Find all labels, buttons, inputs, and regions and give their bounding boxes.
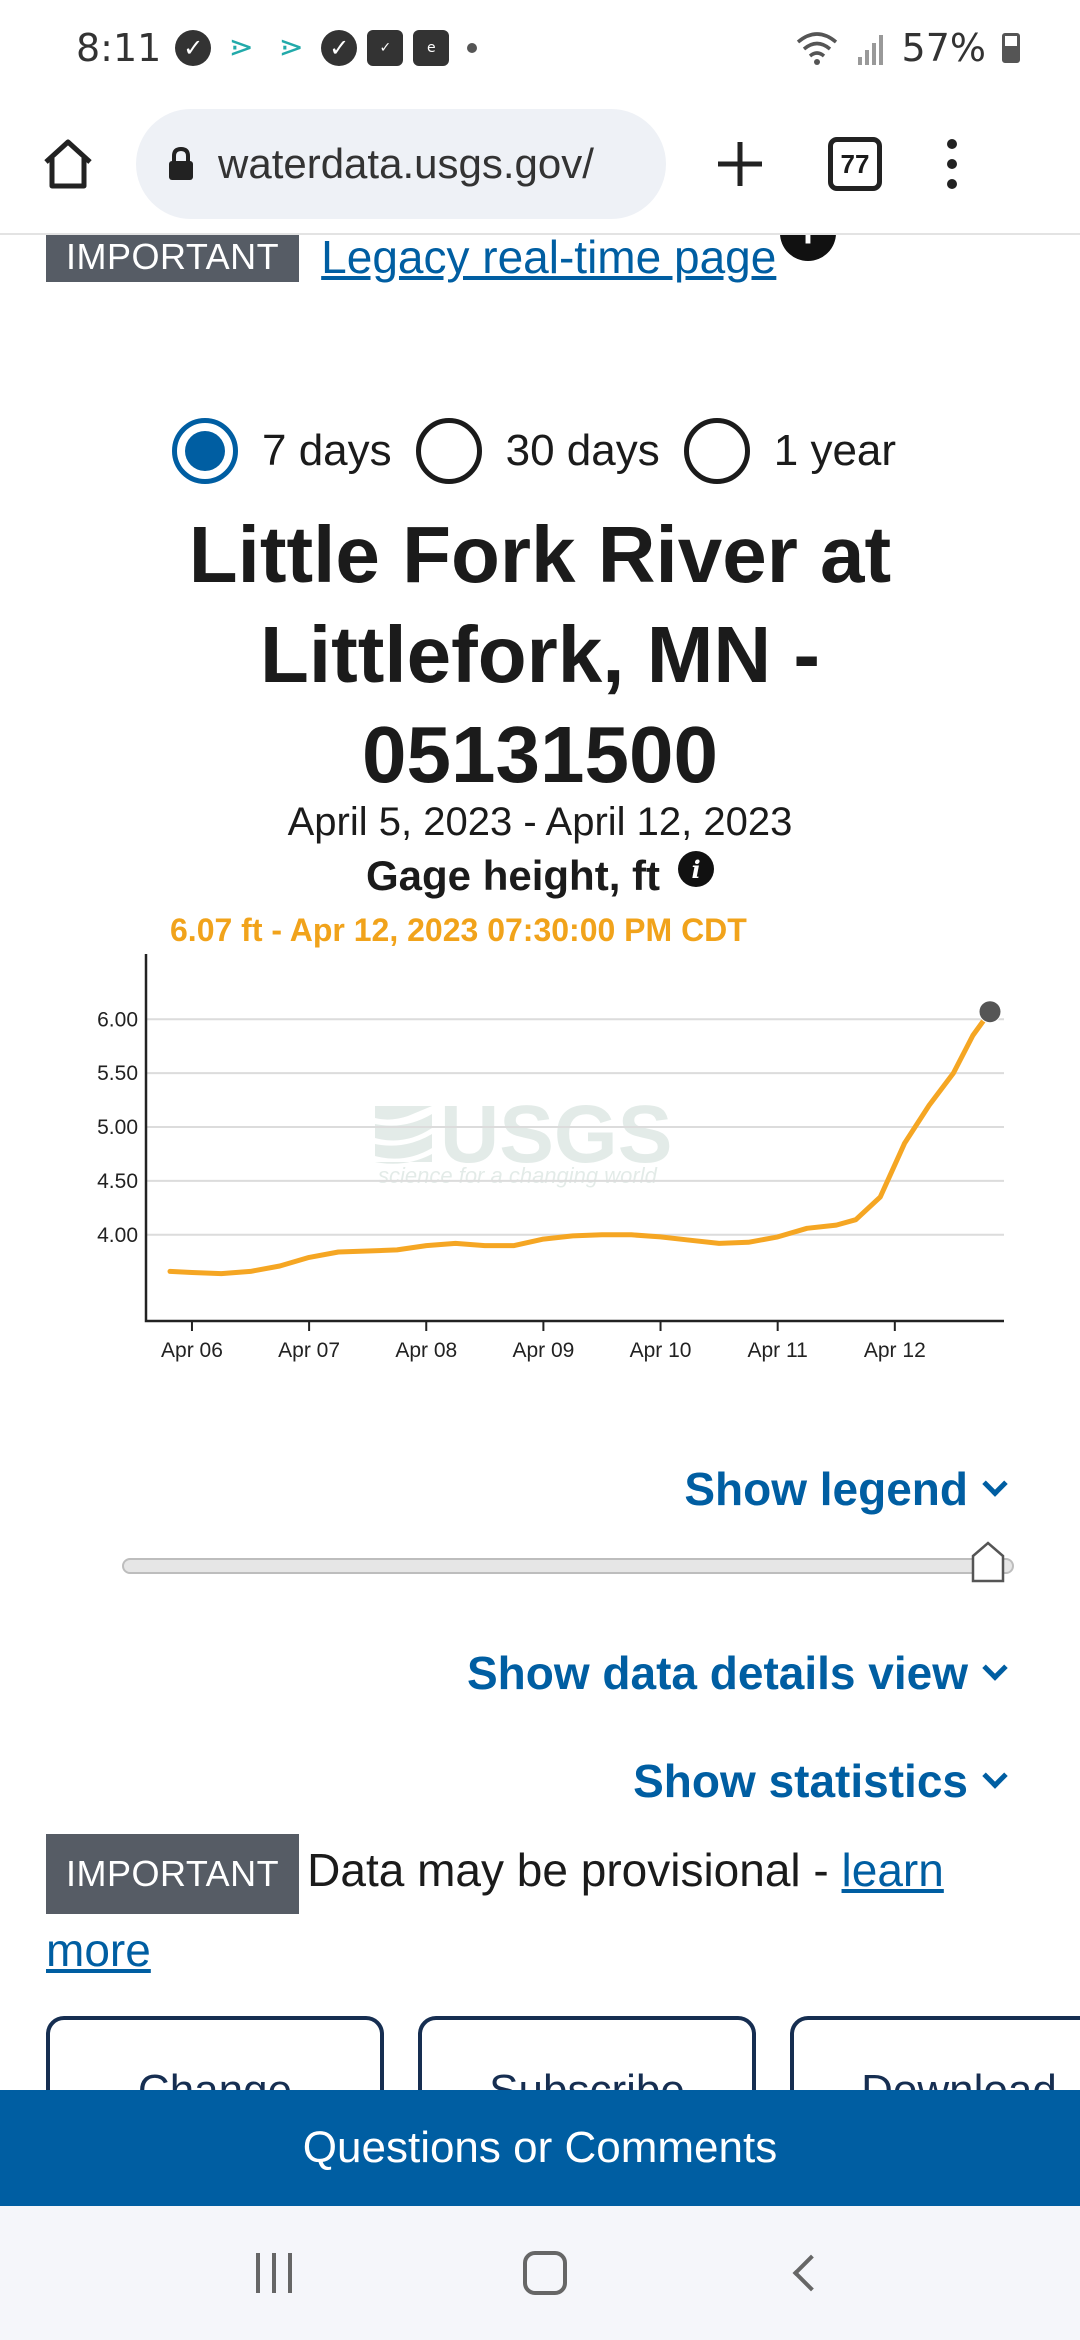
site-title-line: Little Fork River at [188,510,892,599]
status-right: 57% [794,26,1020,70]
latest-value-marker[interactable] [978,1000,1002,1024]
learn-more-link[interactable]: learn more [46,1844,944,1976]
status-time: 8:11 [76,25,162,70]
browser-toolbar: waterdata.usgs.gov/ 77 [0,95,1080,235]
change-button[interactable]: Change [46,2016,384,2096]
time-brush-slider[interactable] [122,1558,1014,1574]
ebay-icon: e [413,29,450,66]
watermark-name: USGS [440,1089,672,1180]
wifi-icon [796,31,837,65]
show-statistics-toggle[interactable]: Show statistics [633,1754,1008,1808]
x-tick-label: Apr 09 [512,1339,574,1362]
info-icon[interactable]: i [678,851,714,887]
usgs-watermark: USGS science for a changing world [375,1089,672,1188]
check-circle-icon: ✓ [175,29,212,66]
x-tick-label: Apr 11 [748,1339,808,1362]
current-value-label: 6.07 ft - Apr 12, 2023 07:30:00 PM CDT [170,912,747,948]
parameter-label: Gage height, ft [366,852,660,899]
x-tick-label: Apr 08 [395,1339,457,1362]
back-button[interactable] [792,2254,830,2292]
y-tick-label: 5.50 [97,1062,138,1085]
important-tag: IMPORTANT [46,232,300,282]
legacy-notice: IMPORTANT Legacy real-time page [46,230,776,284]
fish-icon: ⋗ [228,30,254,65]
date-range: April 5, 2023 - April 12, 2023 [287,800,793,844]
subscribe-button[interactable]: Subscribe [418,2016,756,2096]
x-tick-label: Apr 12 [864,1339,926,1362]
period-label: 7 days [262,426,392,475]
period-selector: 7 days 30 days 1 year [172,418,920,484]
new-tab-button[interactable] [702,126,778,202]
watermark-tagline: science for a changing world [378,1163,658,1188]
status-left: 8:11 ✓ ⋗ ⋗ ✓ ✓ e [76,25,478,70]
notification-icons: ✓ ⋗ ⋗ ✓ ✓ e [175,29,478,66]
gage-height-chart[interactable]: USGS science for a changing world 6.00 5.… [60,950,1020,1390]
chevron-down-icon [982,1655,1008,1681]
radio-button[interactable] [415,418,482,484]
signal-icon [857,34,883,65]
gage-height-line [167,1009,993,1277]
download-button[interactable]: Download [790,2016,1080,2096]
tab-switcher-button[interactable]: 77 [828,137,882,191]
period-option-1-year[interactable]: 1 year [683,418,897,484]
check-circle-icon: ✓ [321,29,358,66]
x-tick-label: Apr 10 [630,1339,692,1362]
site-title: Little Fork River at Littlefork, MN - 05… [0,505,1080,805]
battery-percent: 57% [901,25,986,70]
site-title-line: Littlefork, MN - [260,610,820,699]
plus-icon [718,142,762,186]
y-tick-label: 4.00 [97,1224,138,1247]
x-tick-label: Apr 07 [278,1339,340,1362]
show-data-details-toggle[interactable]: Show data details view [466,1646,1008,1700]
radio-button[interactable] [683,418,750,484]
recents-button[interactable] [255,2253,292,2293]
more-notifications-icon [467,42,478,53]
chevron-down-icon [982,1763,1008,1789]
radio-button-selected[interactable] [172,418,238,484]
show-legend-label: Show legend [684,1463,968,1515]
period-option-30-days[interactable]: 30 days [415,418,660,484]
x-tick-label: Apr 06 [161,1339,223,1362]
system-nav-bar [0,2206,1080,2340]
fish-icon: ⋗ [278,30,304,65]
x-axis: Apr 06 Apr 07 Apr 08 Apr 09 Apr 10 Apr 11 Apr … [144,954,1004,1362]
home-button[interactable] [30,126,106,202]
provisional-notice: IMPORTANT Data may be provisional - learn… [46,1834,1006,1986]
home-icon [44,139,92,189]
status-bar: 8:11 ✓ ⋗ ⋗ ✓ ✓ e 57% [0,0,1080,95]
y-tick-label: 4.50 [97,1170,138,1193]
period-option-7-days[interactable]: 7 days [172,418,392,484]
action-buttons: Change Subscribe Download [46,2016,1080,2096]
home-nav-button[interactable] [522,2251,567,2295]
axis-line [144,954,1004,1323]
chevron-down-icon [982,1471,1008,1497]
provisional-text: Data may be provisional - [307,1844,842,1897]
parameter-row: Gage height, ft i [0,851,1080,900]
y-axis: 6.00 5.50 5.00 4.50 4.00 [97,1008,138,1247]
show-data-details-label: Show data details view [466,1647,968,1699]
y-tick-label: 5.00 [97,1116,138,1139]
lock-icon [169,146,193,180]
site-title-line: 05131500 [362,710,718,799]
important-tag: IMPORTANT [46,1834,300,1914]
show-statistics-label: Show statistics [633,1755,968,1807]
questions-comments-button[interactable]: Questions or Comments [0,2090,1080,2206]
period-label: 30 days [505,426,660,475]
url-text: waterdata.usgs.gov/ [218,140,594,187]
brush-handle[interactable] [970,1540,1006,1584]
address-bar[interactable]: waterdata.usgs.gov/ [136,109,666,219]
period-label: 1 year [773,426,897,475]
overflow-menu-button[interactable] [932,139,972,189]
call-filter-icon: ✓ [367,29,404,66]
legacy-realtime-link[interactable]: Legacy real-time page [321,231,777,283]
y-tick-label: 6.00 [97,1008,138,1031]
show-legend-toggle[interactable]: Show legend [684,1462,1008,1516]
battery-icon [1002,32,1020,63]
